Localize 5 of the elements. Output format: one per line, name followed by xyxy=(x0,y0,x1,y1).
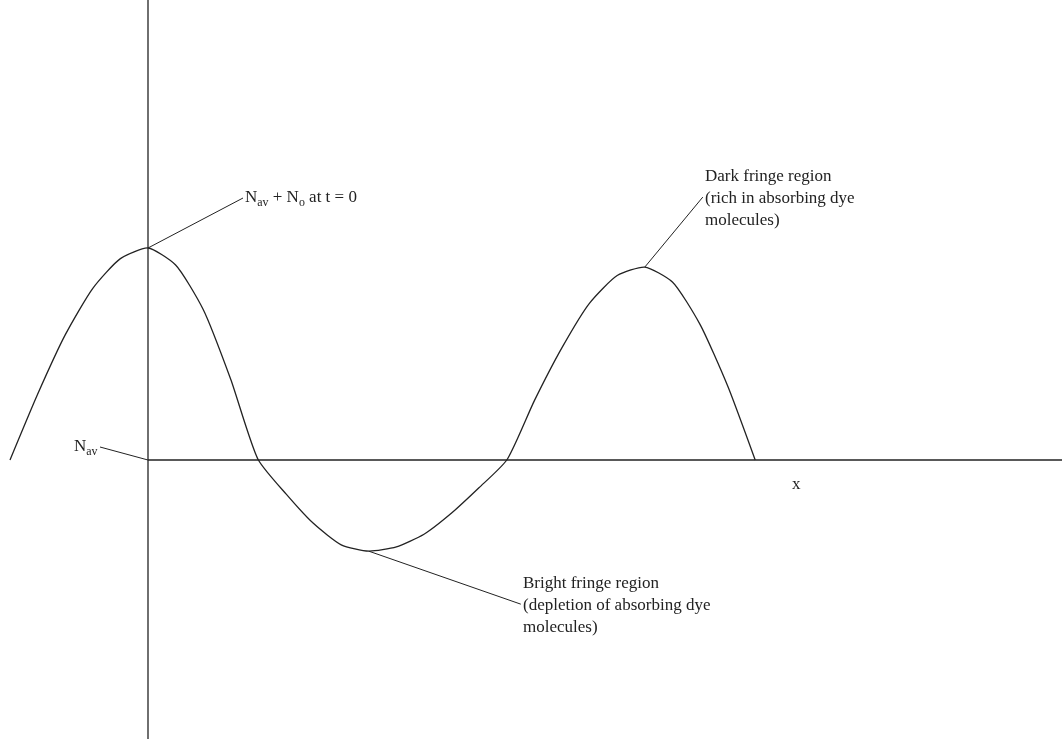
text: N$_{av}$ + N$_{o}$ at t = 0 xyxy=(245,187,357,209)
text: Dark fringe region (rich in absorbing dye molecules) xyxy=(705,166,855,230)
text: Bright fringe region (depletion of absorbing dye molecules) xyxy=(523,573,711,637)
annotation: N$_{av}$ xyxy=(74,436,98,458)
x-axis-title: x xyxy=(792,474,801,493)
